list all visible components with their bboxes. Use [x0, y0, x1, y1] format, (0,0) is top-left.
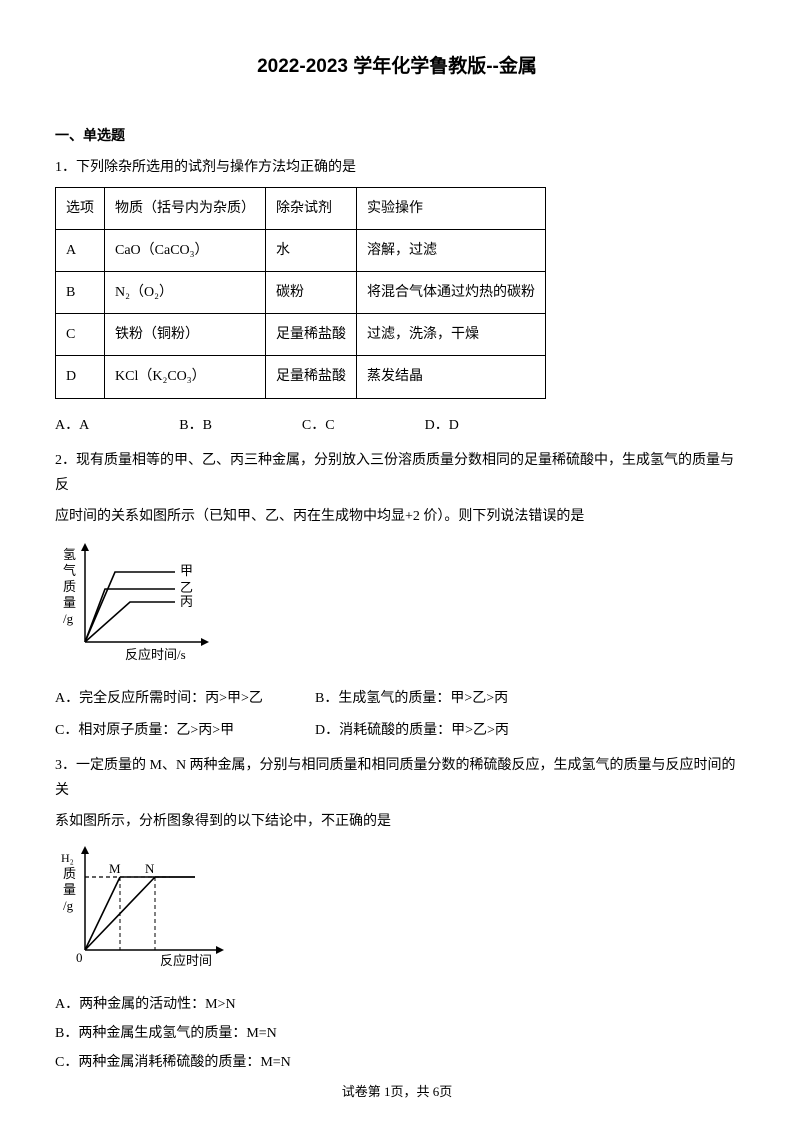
q3-series-m: M [109, 861, 121, 876]
q3-stem-2: 系如图所示，分析图象得到的以下结论中，不正确的是 [55, 809, 739, 834]
q1-opt-d: D．D [425, 413, 459, 438]
q2-stem-1: 2．现有质量相等的甲、乙、丙三种金属，分别放入三份溶质质量分数相同的足量稀硫酸中… [55, 448, 739, 498]
q3-opt-a: A．两种金属的活动性：M>N [55, 992, 739, 1017]
question-1: 1．下列除杂所选用的试剂与操作方法均正确的是 选项 物质（括号内为杂质） 除杂试… [55, 155, 739, 437]
q1-r0c3: 溶解，过滤 [357, 229, 546, 271]
q2-yl-2: 质 [63, 579, 76, 594]
q3-chart: M N 0 反应时间 H₂ 质 量 /g [55, 842, 739, 981]
q1-opt-c: C．C [302, 413, 335, 438]
q2-yl-1: 气 [63, 563, 76, 578]
q2-yl-0: 氢 [63, 547, 76, 562]
q1-r1c0: B [56, 271, 105, 313]
q2-opt-d: D．消耗硫酸的质量：甲>乙>丙 [315, 718, 739, 743]
q1-r0c2: 水 [266, 229, 357, 271]
q1-r3c1: KCl（K₂CO₃） [105, 356, 266, 398]
q3-yl-1: 质 [63, 866, 76, 881]
q3-stem-1: 3．一定质量的 M、N 两种金属，分别与相同质量和相同质量分数的稀硫酸反应，生成… [55, 753, 739, 803]
q1-r1c3: 将混合气体通过灼热的碳粉 [357, 271, 546, 313]
q2-opt-b: B．生成氢气的质量：甲>乙>丙 [315, 686, 739, 711]
q1-r0c1: CaO（CaCO₃） [105, 229, 266, 271]
q1-r2c1: 铁粉（铜粉） [105, 314, 266, 356]
q2-xlabel: 反应时间/s [125, 647, 186, 662]
q3-opt-b: B．两种金属生成氢气的质量：M=N [55, 1021, 739, 1046]
q3-yl-0: H₂ [61, 851, 74, 865]
q1-th-3: 实验操作 [357, 187, 546, 229]
question-2: 2．现有质量相等的甲、乙、丙三种金属，分别放入三份溶质质量分数相同的足量稀硫酸中… [55, 448, 739, 743]
q2-opt-a: A．完全反应所需时间：丙>甲>乙 [55, 686, 315, 711]
q2-options: A．完全反应所需时间：丙>甲>乙 B．生成氢气的质量：甲>乙>丙 C．相对原子质… [55, 686, 739, 742]
q3-xlabel: 反应时间 [160, 953, 212, 968]
q2-series-yi: 乙 [180, 580, 193, 595]
q1-opt-a: A．A [55, 413, 89, 438]
q1-th-0: 选项 [56, 187, 105, 229]
q1-r3c0: D [56, 356, 105, 398]
q3-options: A．两种金属的活动性：M>N B．两种金属生成氢气的质量：M=N C．两种金属消… [55, 992, 739, 1076]
page-title: 2022-2023 学年化学鲁教版--金属 [55, 50, 739, 84]
q1-r1c2: 碳粉 [266, 271, 357, 313]
q1-th-1: 物质（括号内为杂质） [105, 187, 266, 229]
q1-table: 选项 物质（括号内为杂质） 除杂试剂 实验操作 A CaO（CaCO₃） 水 溶… [55, 187, 546, 399]
page-footer: 试卷第 1页，共 6页 [0, 1080, 794, 1103]
q2-chart: 甲 乙 丙 反应时间/s 氢 气 质 量 /g [55, 537, 739, 676]
section-heading: 一、单选题 [55, 124, 739, 149]
q1-stem: 1．下列除杂所选用的试剂与操作方法均正确的是 [55, 155, 739, 180]
q2-stem-2: 应时间的关系如图所示（已知甲、乙、丙在生成物中均显+2 价）。则下列说法错误的是 [55, 504, 739, 529]
q1-opt-b: B．B [179, 413, 212, 438]
q1-r2c2: 足量稀盐酸 [266, 314, 357, 356]
q1-th-2: 除杂试剂 [266, 187, 357, 229]
q3-yl-2: 量 [63, 882, 76, 897]
q2-series-bing: 丙 [180, 594, 193, 609]
q3-origin: 0 [76, 950, 83, 965]
q1-r1c1: N₂（O₂） [105, 271, 266, 313]
q1-r2c3: 过滤，洗涤，干燥 [357, 314, 546, 356]
q1-r3c2: 足量稀盐酸 [266, 356, 357, 398]
q1-r2c0: C [56, 314, 105, 356]
question-3: 3．一定质量的 M、N 两种金属，分别与相同质量和相同质量分数的稀硫酸反应，生成… [55, 753, 739, 1075]
q2-yl-4: /g [63, 611, 74, 626]
q2-yl-3: 量 [63, 595, 76, 610]
q2-series-jia: 甲 [180, 563, 193, 578]
q1-options: A．A B．B C．C D．D [55, 413, 739, 438]
q1-r3c3: 蒸发结晶 [357, 356, 546, 398]
q2-opt-c: C．相对原子质量：乙>丙>甲 [55, 718, 315, 743]
q3-opt-c: C．两种金属消耗稀硫酸的质量：M=N [55, 1050, 739, 1075]
q3-yl-3: /g [63, 898, 74, 913]
q1-r0c0: A [56, 229, 105, 271]
q3-series-n: N [145, 861, 155, 876]
